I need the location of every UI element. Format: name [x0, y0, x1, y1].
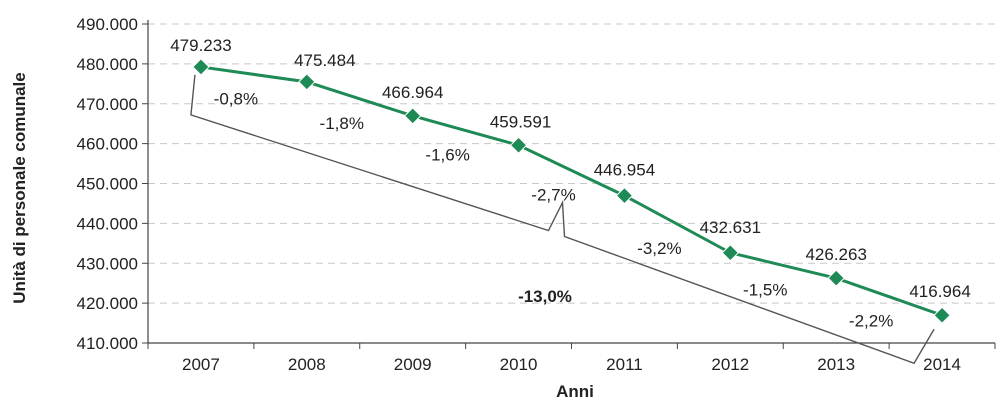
x-tick-label: 2014 [923, 355, 961, 374]
pct-change-label: -1,5% [743, 280, 787, 299]
pct-change-label: -2,7% [531, 185, 575, 204]
pct-change-label: -3,2% [637, 239, 681, 258]
y-tick-label: 470.000 [77, 95, 138, 114]
value-label: 475.484 [294, 51, 355, 70]
y-tick-label: 420.000 [77, 294, 138, 313]
value-label: 479.233 [170, 36, 231, 55]
value-label: 426.263 [805, 245, 866, 264]
x-tick-label: 2011 [606, 355, 643, 374]
data-point [615, 186, 634, 205]
pct-change-label: -0,8% [214, 89, 258, 108]
y-axis-title: Unità di personale comunale [10, 72, 29, 303]
gridlines [148, 23, 995, 304]
bracket-path [190, 74, 935, 365]
data-point [403, 107, 422, 125]
pct-change-label: -2,2% [849, 312, 893, 331]
axes: 410.000 420.000 430.000 440.000 450.000 460.0… [77, 15, 996, 374]
x-tick-label: 2008 [288, 355, 326, 374]
value-label: 466.964 [382, 83, 443, 102]
data-labels: 479.233 475.484 466.964 459.591 446.954 432.6… [170, 36, 971, 331]
series-line [200, 65, 943, 317]
x-tick-label: 2007 [182, 355, 220, 374]
value-label: 432.631 [700, 218, 761, 237]
data-point [933, 306, 951, 324]
x-tick-label: 2013 [817, 355, 855, 374]
y-tick-label: 460.000 [77, 135, 138, 154]
y-tick-label: 430.000 [77, 254, 138, 273]
data-point [509, 136, 528, 154]
pct-change-label: -1,8% [320, 114, 364, 133]
data-point [192, 58, 210, 76]
data-point [827, 269, 845, 287]
data-point [298, 73, 316, 91]
total-change-bracket [190, 74, 935, 365]
data-point [721, 244, 740, 262]
series-polyline [200, 65, 943, 317]
pct-change-label: -1,6% [425, 146, 469, 165]
x-axis-title: Anni [556, 382, 594, 401]
y-tick-label: 490.000 [77, 15, 138, 34]
y-tick-label: 410.000 [77, 334, 138, 353]
y-tick-label: 450.000 [77, 175, 138, 194]
x-tick-label: 2012 [711, 355, 749, 374]
value-label: 446.954 [594, 161, 655, 180]
y-tick-label: 480.000 [77, 55, 138, 74]
x-tick-label: 2010 [500, 355, 538, 374]
y-tick-label: 440.000 [77, 214, 138, 233]
value-label: 416.964 [909, 282, 970, 301]
total-change-label: -13,0% [518, 287, 572, 306]
data-markers [192, 58, 951, 324]
value-label: 459.591 [490, 112, 551, 131]
x-tick-label: 2009 [394, 355, 432, 374]
